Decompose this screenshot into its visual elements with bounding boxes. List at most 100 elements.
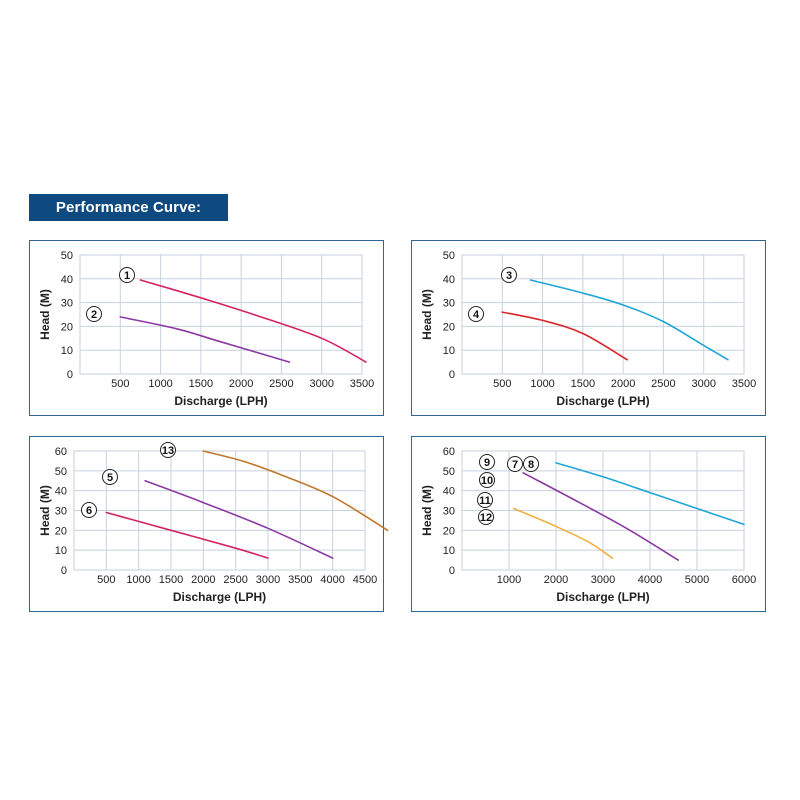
x-tick-label: 2500 — [223, 574, 247, 586]
marker-circle — [102, 469, 118, 485]
y-tick-label: 20 — [443, 321, 455, 333]
series-line-9-10 — [522, 472, 679, 561]
marker-label: 5 — [107, 472, 113, 484]
series-line-5 — [144, 480, 334, 559]
x-tick-label: 500 — [97, 574, 115, 586]
marker-circle — [523, 456, 539, 472]
y-tick-label: 30 — [55, 506, 67, 518]
curve-marker-2: 2 — [86, 306, 102, 322]
marker-label: 2 — [91, 309, 97, 321]
y-tick-label: 40 — [55, 486, 67, 498]
x-tick-label: 1000 — [126, 574, 150, 586]
y-tick-label: 0 — [449, 565, 455, 577]
marker-circle — [468, 306, 484, 322]
marker-label: 11 — [479, 495, 491, 507]
y-tick-label: 30 — [443, 506, 455, 518]
series-line-7-8 — [555, 462, 745, 526]
y-tick-label: 20 — [55, 525, 67, 537]
x-axis-title: Discharge (LPH) — [556, 590, 649, 604]
x-tick-label: 1000 — [148, 378, 172, 390]
series-line-6 — [105, 511, 269, 559]
y-tick-label: 0 — [449, 369, 455, 381]
x-tick-label: 1500 — [189, 378, 213, 390]
marker-label: 12 — [480, 512, 492, 524]
x-tick-label: 1000 — [530, 378, 554, 390]
y-tick-label: 10 — [443, 345, 455, 357]
chart-svg: 0 10 20 30 40 50 60 500 1000 1500 2000 2500 3000 3500… — [38, 442, 389, 604]
x-tick-label: 1500 — [571, 378, 595, 390]
marker-circle — [507, 456, 523, 472]
y-tick-label: 40 — [443, 274, 455, 286]
y-tick-label: 50 — [443, 466, 455, 478]
chart-svg: 0 10 20 30 40 50 500 1000 1500 2000 2500 3000 3500 Di… — [38, 250, 374, 408]
x-tick-label: 4500 — [353, 574, 377, 586]
curve-marker-4: 4 — [468, 306, 484, 322]
y-tick-label: 40 — [443, 486, 455, 498]
curve-marker-13: 13 — [160, 442, 176, 458]
chart-panel-2: 0 10 20 30 40 50 500 1000 1500 2000 2500 3000 3500 Di… — [411, 240, 766, 416]
y-tick-label: 0 — [61, 565, 67, 577]
curve-marker-8: 8 — [523, 456, 539, 472]
series-line-13 — [202, 450, 389, 532]
y-tick-label: 0 — [67, 369, 73, 381]
marker-circle — [160, 442, 176, 458]
y-tick-label: 20 — [61, 321, 73, 333]
marker-label: 3 — [506, 270, 512, 282]
chart-panel-4: 0 10 20 30 40 50 60 1000 2000 3000 4000 5000 6000 Dis… — [411, 436, 766, 612]
chart-svg: 0 10 20 30 40 50 500 1000 1500 2000 2500 3000 3500 Di… — [420, 250, 756, 408]
chart-panel-1: 0 10 20 30 40 50 500 1000 1500 2000 2500 3000 3500 Di… — [29, 240, 384, 416]
y-tick-label: 50 — [55, 466, 67, 478]
y-tick-label: 50 — [61, 250, 73, 262]
x-tick-label: 3500 — [732, 378, 756, 390]
x-axis-title: Discharge (LPH) — [556, 394, 649, 408]
y-tick-label: 50 — [443, 250, 455, 262]
y-tick-label: 10 — [55, 545, 67, 557]
y-axis-title: Head (M) — [420, 289, 434, 340]
y-axis-title: Head (M) — [38, 485, 52, 536]
x-tick-label: 3000 — [591, 574, 615, 586]
y-tick-label: 30 — [61, 298, 73, 310]
series-line-4 — [501, 311, 628, 361]
curve-marker-10: 10 — [479, 472, 495, 488]
y-tick-label: 30 — [443, 298, 455, 310]
series-line-11-12 — [512, 507, 614, 559]
marker-circle — [478, 509, 494, 525]
series-line-2 — [119, 316, 291, 363]
curve-marker-12: 12 — [478, 509, 494, 525]
x-tick-label: 1500 — [159, 574, 183, 586]
curve-marker-7: 7 — [507, 456, 523, 472]
y-tick-label: 60 — [443, 446, 455, 458]
x-tick-label: 3500 — [350, 378, 374, 390]
x-tick-label: 2000 — [229, 378, 253, 390]
x-tick-label: 2000 — [191, 574, 215, 586]
y-tick-label: 60 — [55, 446, 67, 458]
curve-marker-9: 9 — [479, 454, 495, 470]
x-tick-label: 2500 — [651, 378, 675, 390]
x-tick-label: 4000 — [320, 574, 344, 586]
x-tick-label: 500 — [111, 378, 129, 390]
y-tick-label: 40 — [61, 274, 73, 286]
x-tick-label: 4000 — [638, 574, 662, 586]
x-tick-label: 6000 — [732, 574, 756, 586]
chart-panel-3: 0 10 20 30 40 50 60 500 1000 1500 2000 2500 3000 3500… — [29, 436, 389, 612]
series-line-1 — [139, 279, 367, 363]
y-tick-label: 10 — [443, 545, 455, 557]
x-axis-title: Discharge (LPH) — [174, 394, 267, 408]
marker-label: 1 — [124, 270, 130, 282]
curve-marker-11: 11 — [477, 492, 493, 508]
y-axis-title: Head (M) — [38, 289, 52, 340]
x-tick-label: 5000 — [685, 574, 709, 586]
marker-circle — [501, 267, 517, 283]
x-tick-label: 2500 — [269, 378, 293, 390]
marker-circle — [81, 502, 97, 518]
y-axis-title: Head (M) — [420, 485, 434, 536]
y-tick-label: 10 — [61, 345, 73, 357]
marker-circle — [477, 492, 493, 508]
curve-marker-1: 1 — [119, 267, 135, 283]
curve-marker-3: 3 — [501, 267, 517, 283]
marker-label: 4 — [473, 309, 480, 321]
marker-label: 8 — [528, 459, 534, 471]
x-axis-title: Discharge (LPH) — [173, 590, 266, 604]
x-tick-label: 2000 — [611, 378, 635, 390]
marker-label: 6 — [86, 505, 92, 517]
